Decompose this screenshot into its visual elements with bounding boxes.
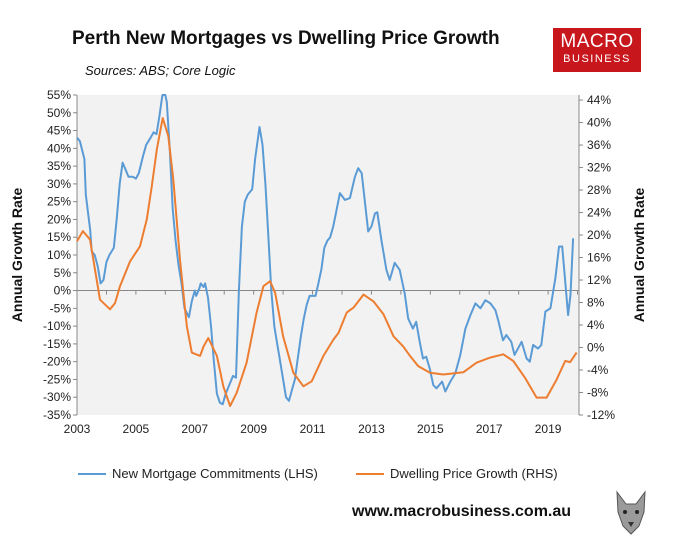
legend-item-prices: Dwelling Price Growth (RHS) bbox=[356, 466, 558, 481]
legend-swatch-orange bbox=[356, 472, 384, 475]
left-tick-label: -15% bbox=[43, 337, 71, 351]
left-tick-label: -35% bbox=[43, 408, 71, 422]
x-tick-label: 2009 bbox=[240, 422, 267, 436]
right-tick-label: 40% bbox=[587, 116, 611, 130]
website-url: www.macrobusiness.com.au bbox=[352, 503, 572, 520]
right-tick-label: 20% bbox=[587, 228, 611, 242]
left-tick-label: 0% bbox=[54, 284, 72, 298]
left-tick-label: 10% bbox=[47, 248, 71, 262]
left-tick-label: 20% bbox=[47, 212, 71, 226]
wolf-logo-icon bbox=[616, 490, 646, 535]
left-axis-label: Annual Growth Rate bbox=[9, 188, 25, 323]
right-tick-label: -8% bbox=[587, 386, 609, 400]
left-tick-label: 55% bbox=[47, 88, 71, 102]
right-tick-label: 44% bbox=[587, 93, 611, 107]
right-axis-label: Annual Growth Rate bbox=[631, 188, 647, 323]
x-tick-label: 2003 bbox=[64, 422, 91, 436]
chart-title: Perth New Mortgages vs Dwelling Price Gr… bbox=[72, 28, 500, 49]
right-tick-label: 4% bbox=[587, 318, 605, 332]
right-tick-label: 32% bbox=[587, 161, 611, 175]
left-tick-label: 25% bbox=[47, 195, 71, 209]
left-tick-label: -30% bbox=[43, 390, 71, 404]
left-tick-label: 5% bbox=[54, 266, 72, 280]
left-tick-label: -25% bbox=[43, 372, 71, 386]
right-tick-label: 24% bbox=[587, 206, 611, 220]
left-tick-label: 35% bbox=[47, 159, 71, 173]
legend-label: Dwelling Price Growth (RHS) bbox=[390, 466, 558, 481]
legend-label: New Mortgage Commitments (LHS) bbox=[112, 466, 318, 481]
plot-area bbox=[77, 95, 579, 415]
left-tick-label: 30% bbox=[47, 177, 71, 191]
series-line-mortgages bbox=[76, 94, 575, 406]
logo-line1: MACRO bbox=[560, 31, 634, 52]
left-tick-label: -20% bbox=[43, 355, 71, 369]
right-tick-label: 16% bbox=[587, 251, 611, 265]
x-tick-label: 2005 bbox=[123, 422, 150, 436]
x-tick-label: 2017 bbox=[476, 422, 503, 436]
macrobusiness-logo: MACRO BUSINESS bbox=[553, 28, 641, 72]
x-tick-label: 2011 bbox=[300, 422, 326, 436]
left-tick-label: 50% bbox=[47, 106, 71, 120]
left-tick-label: 40% bbox=[47, 141, 71, 155]
right-tick-label: -4% bbox=[587, 363, 609, 377]
right-tick-label: -12% bbox=[587, 408, 615, 422]
right-tick-label: 0% bbox=[587, 341, 605, 355]
left-tick-label: -10% bbox=[43, 319, 71, 333]
x-tick-label: 2013 bbox=[358, 422, 385, 436]
chart-subtitle: Sources: ABS; Core Logic bbox=[85, 63, 236, 78]
series-line-dwelling-prices bbox=[76, 117, 578, 407]
left-tick-label: -5% bbox=[50, 301, 72, 315]
x-tick-label: 2019 bbox=[535, 422, 562, 436]
x-tick-label: 2015 bbox=[417, 422, 444, 436]
legend-item-mortgages: New Mortgage Commitments (LHS) bbox=[78, 466, 318, 481]
legend-swatch-blue bbox=[78, 472, 106, 475]
right-tick-label: 36% bbox=[587, 138, 611, 152]
right-tick-label: 8% bbox=[587, 296, 605, 310]
logo-line2: BUSINESS bbox=[563, 53, 631, 65]
right-tick-label: 28% bbox=[587, 183, 611, 197]
left-tick-label: 15% bbox=[47, 230, 71, 244]
left-tick-label: 45% bbox=[47, 124, 71, 138]
right-tick-label: 12% bbox=[587, 273, 611, 287]
x-tick-label: 2007 bbox=[181, 422, 208, 436]
